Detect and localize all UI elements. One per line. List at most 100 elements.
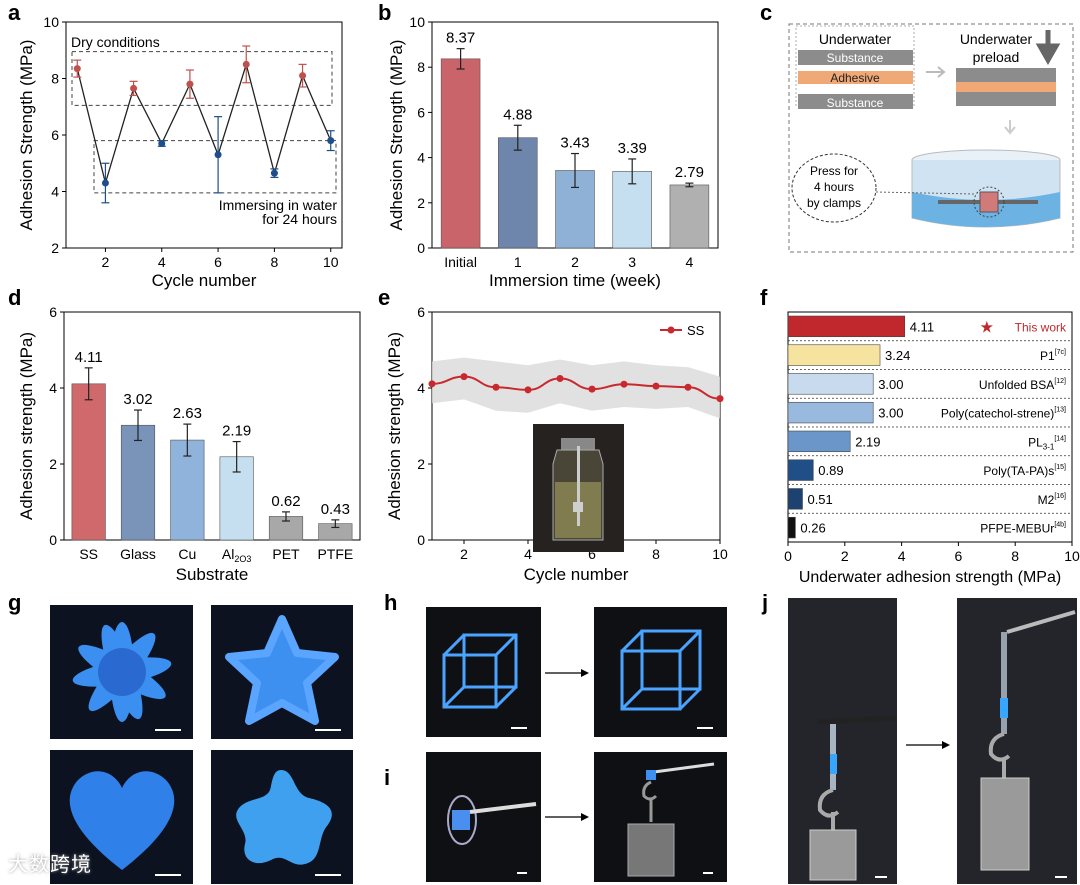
data-point <box>242 60 250 68</box>
data-point <box>684 383 692 391</box>
arrow-down-icon <box>1004 120 1016 135</box>
data-point <box>270 169 278 177</box>
preload-bottom-layer <box>956 92 1056 106</box>
category-label: Poly(catechol-strene)[13] <box>941 407 1066 421</box>
arrow-j-icon <box>906 741 950 749</box>
category-label: This work <box>1015 320 1067 334</box>
substance-top-layer <box>798 50 913 65</box>
substance-bottom-label: Substance <box>827 96 884 110</box>
bar <box>71 383 106 541</box>
x-tick-label: 2 <box>841 548 849 564</box>
y-tick-label: 0 <box>417 532 425 548</box>
y-tick-label: 6 <box>51 127 59 143</box>
bar <box>170 439 205 541</box>
bar <box>669 184 710 249</box>
x-category-label: Glass <box>120 546 156 562</box>
bar <box>787 516 796 539</box>
preload-arrow-icon <box>1035 30 1061 66</box>
x-category-label: 4 <box>686 254 694 270</box>
press-label-3: by clamps <box>807 196 861 210</box>
wet-annotation-1: Immersing in water <box>219 197 338 213</box>
scale-bar <box>315 874 341 876</box>
data-label: 4.11 <box>910 319 934 334</box>
preload-adhesive-layer <box>956 82 1056 92</box>
scale-bar <box>703 872 713 874</box>
data-label: 0.89 <box>818 463 843 478</box>
y-tick-label: 10 <box>409 14 425 30</box>
data-point <box>492 383 500 391</box>
y-tick-label: 6 <box>417 104 425 120</box>
data-point <box>716 395 724 403</box>
data-label: 2.63 <box>173 405 202 422</box>
data-label: 8.37 <box>446 30 475 47</box>
photo-h-cube-after <box>594 607 727 737</box>
wet-annotation-2: for 24 hours <box>262 211 337 227</box>
chart-a-cycle-adhesion: 2 4 6 8 10 2 4 6 8 10 Cycle number Adhesion Strengt… <box>17 14 343 290</box>
dry-region-box <box>71 51 333 106</box>
bar <box>787 315 906 338</box>
y-axis-label: Adhesion strength (MPa) <box>385 332 404 520</box>
adhesive-label: Adhesive <box>830 71 880 85</box>
chart-e-cycle-ss: 0 2 4 6 2 4 6 8 10 Cycle number Adhesion strength … <box>385 304 728 584</box>
y-tick-label: 8 <box>51 71 59 87</box>
y-tick-label: 4 <box>51 184 59 200</box>
panel-label-a: a <box>8 0 21 25</box>
data-point <box>214 151 222 159</box>
x-tick-label: 2 <box>460 546 468 562</box>
data-label: 2.19 <box>855 434 880 449</box>
bath-sample <box>979 191 999 213</box>
scale-bar <box>517 872 527 874</box>
bar <box>120 424 156 541</box>
substance-top-label: Substance <box>827 51 884 65</box>
data-label: 3.02 <box>123 391 152 408</box>
bar <box>787 488 803 510</box>
data-label: 0.62 <box>271 493 300 510</box>
x-tick-label: 4 <box>524 546 532 562</box>
x-tick-label: 4 <box>898 548 906 564</box>
panel-label-b: b <box>378 0 392 25</box>
photo-j-before <box>788 598 897 884</box>
x-tick-label: 10 <box>323 254 339 270</box>
panel-label-i: i <box>384 765 391 790</box>
photo-j-after <box>957 598 1077 884</box>
y-tick-label: 10 <box>43 14 59 30</box>
data-label: 3.24 <box>885 348 910 363</box>
x-tick-label: 6 <box>955 548 963 564</box>
data-label: 3.00 <box>878 377 903 392</box>
x-tick-label: 8 <box>271 254 279 270</box>
data-point <box>130 84 138 92</box>
data-point <box>299 72 307 80</box>
photo-g-blob <box>211 750 353 884</box>
y-tick-label: 4 <box>49 380 57 396</box>
bar <box>787 344 881 366</box>
data-point <box>158 139 166 147</box>
bar <box>787 459 814 481</box>
arrow-i-icon <box>545 813 589 821</box>
bar <box>440 58 481 249</box>
x-tick-label: 4 <box>158 254 166 270</box>
category-label: PFPE-MEBUr[4b] <box>980 522 1066 536</box>
data-point <box>327 137 335 145</box>
press-label-1: Press for <box>810 164 858 178</box>
data-label: 4.11 <box>75 349 103 366</box>
y-tick-label: 2 <box>49 456 57 472</box>
diagram-c-frame <box>788 23 1074 253</box>
photo-i-ring <box>426 752 541 882</box>
y-axis-label: Adhesion Strength (MPa) <box>387 40 406 231</box>
arrow-right-icon <box>926 66 946 78</box>
x-tick-label: 8 <box>652 546 660 562</box>
scale-bar <box>315 729 341 731</box>
panel-label-f: f <box>760 285 768 310</box>
panel-label-e: e <box>378 285 391 310</box>
adhesive-layer <box>798 71 913 84</box>
data-label: 3.00 <box>878 406 903 421</box>
x-category-label: 1 <box>514 254 522 270</box>
preload-label-1: Underwater <box>960 31 1033 47</box>
panel-label-c: c <box>760 0 773 25</box>
preload-top-layer <box>956 68 1056 82</box>
vial-photo <box>533 424 624 552</box>
x-tick-label: 10 <box>712 546 728 562</box>
preload-label-2: preload <box>973 49 1020 65</box>
bar <box>787 401 874 424</box>
